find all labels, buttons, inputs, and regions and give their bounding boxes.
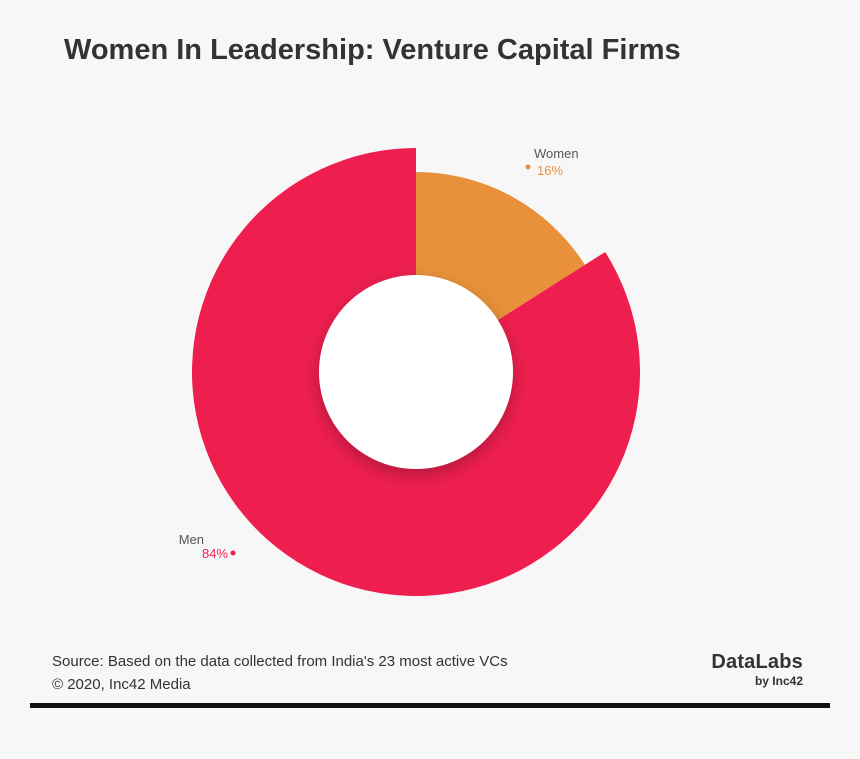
datalabs-logo: DataLabs by Inc42 [711,651,803,688]
label-women-marker [525,164,531,170]
label-men-name: Men [179,532,204,547]
brand-name: DataLabs [711,651,803,673]
footer-divider [30,703,830,708]
copyright-note: © 2020, Inc42 Media [52,676,191,693]
chart-title: Women In Leadership: Venture Capital Fir… [64,34,681,66]
brand-byline: by Inc42 [754,674,803,688]
label-men-marker [230,550,236,556]
label-men-value: 84% [202,546,228,561]
donut-hole [319,275,513,469]
source-note: Source: Based on the data collected from… [52,653,508,670]
label-women-value: 16% [537,163,563,178]
label-women-name: Women [534,146,579,161]
